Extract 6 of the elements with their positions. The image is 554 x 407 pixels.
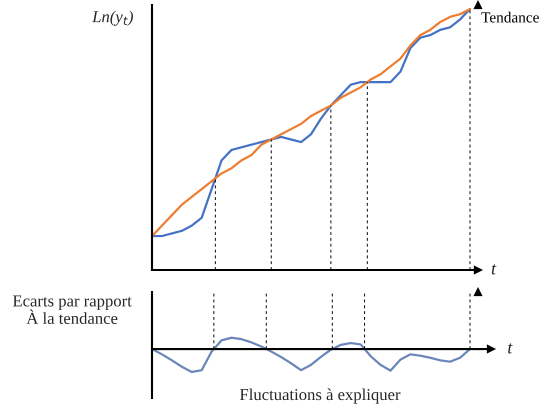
y-axis-title: Ln(y$_{t}$): [92, 10, 133, 26]
x-axis-title: t: [508, 343, 513, 354]
x-axis-title: t: [492, 264, 496, 275]
y-axis-title: Ecarts par rapport À la tendance: [12, 295, 132, 324]
text: Fluctuations à expliquer: [240, 388, 400, 404]
series-label: Tendance: [481, 12, 539, 23]
